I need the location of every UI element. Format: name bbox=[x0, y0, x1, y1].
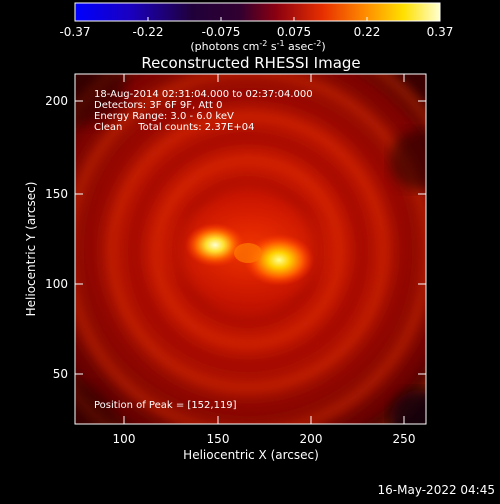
colorbar-tick-label: -0.37 bbox=[59, 25, 90, 39]
image-title: Reconstructed RHESSI Image bbox=[141, 54, 360, 72]
y-tick-label: 50 bbox=[53, 367, 68, 381]
ripple-ring bbox=[108, 112, 388, 392]
colorbar-tick-label: 0.075 bbox=[277, 25, 311, 39]
colorbar-tick-label: -0.22 bbox=[132, 25, 163, 39]
x-axis-label: Heliocentric X (arcsec) bbox=[183, 448, 319, 462]
y-tick-label: 200 bbox=[45, 94, 68, 108]
rhessi-image bbox=[75, 74, 426, 424]
x-tick-label: 150 bbox=[207, 432, 230, 446]
colorbar-tick-label: -0.075 bbox=[202, 25, 241, 39]
colorbar-units: (photons cm-2 s-1 asec-2) bbox=[190, 39, 325, 53]
y-axis-label: Heliocentric Y (arcsec) bbox=[24, 182, 38, 317]
peak-position: Position of Peak = [152,119] bbox=[94, 400, 237, 411]
info-line-energy: Energy Range: 3.0 - 6.0 keV bbox=[94, 111, 234, 122]
ripple-ring bbox=[86, 90, 410, 414]
colorbar-tick-label: 0.22 bbox=[354, 25, 381, 39]
colorbar-ticks bbox=[74, 17, 441, 21]
image-frame bbox=[74, 73, 427, 425]
info-line-detectors: Detectors: 3F 6F 9F, Att 0 bbox=[94, 100, 222, 111]
x-tick-label: 250 bbox=[393, 432, 416, 446]
x-tick-label: 200 bbox=[300, 432, 323, 446]
info-line-time: 18-Aug-2014 02:31:04.000 to 02:37:04.000 bbox=[94, 89, 313, 100]
info-line-counts: Clean Total counts: 2.37E+04 bbox=[94, 122, 254, 133]
y-tick-label: 150 bbox=[45, 187, 68, 201]
timestamp: 16-May-2022 04:45 bbox=[378, 483, 495, 497]
axis-ticks bbox=[75, 74, 426, 424]
colorbar: -0.37 -0.22 -0.075 0.075 0.22 0.37 (phot… bbox=[59, 2, 454, 53]
ripple-ring bbox=[130, 134, 366, 370]
x-tick-label: 100 bbox=[113, 432, 136, 446]
colorbar-tick-label: 0.37 bbox=[427, 25, 454, 39]
colorbar-gradient bbox=[74, 2, 441, 22]
y-tick-label: 100 bbox=[45, 277, 68, 291]
